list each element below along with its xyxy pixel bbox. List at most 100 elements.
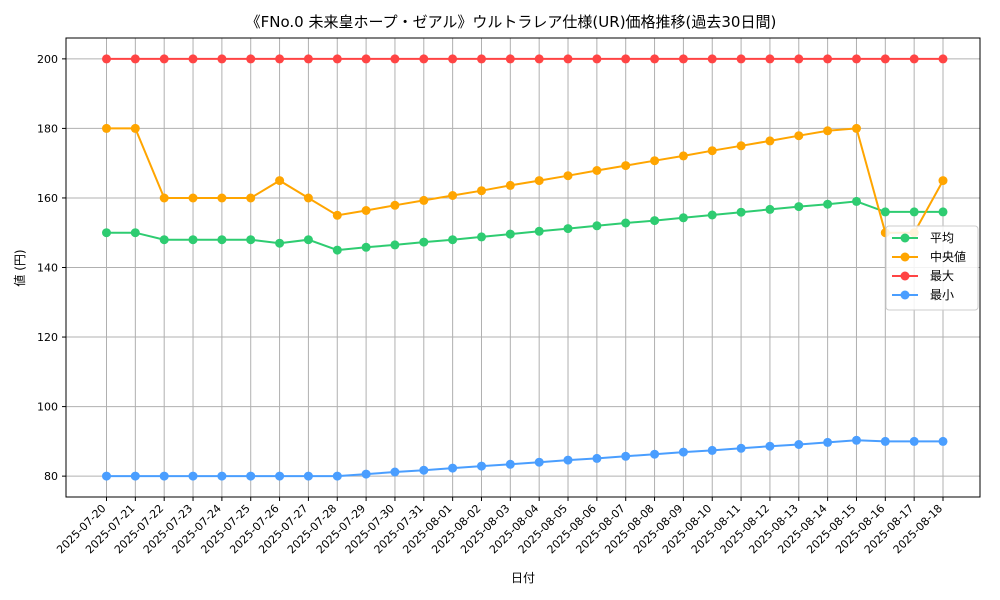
data-point-average (736, 207, 746, 217)
y-axis-label: 値 (円) (12, 249, 27, 286)
data-point-average (275, 238, 285, 248)
data-point-average (678, 213, 688, 223)
data-point-max (678, 54, 688, 64)
data-point-min (621, 451, 631, 461)
data-point-max (275, 54, 285, 64)
data-point-min (592, 453, 602, 463)
data-point-average (246, 235, 256, 245)
data-point-max (650, 54, 660, 64)
data-point-max (909, 54, 919, 64)
data-point-min (419, 465, 429, 475)
data-point-min (563, 455, 573, 465)
y-tick-label: 100 (37, 401, 58, 414)
data-point-max (448, 54, 458, 64)
data-point-min (765, 441, 775, 451)
data-point-max (159, 54, 169, 64)
legend-marker-max (900, 271, 910, 281)
data-point-max (217, 54, 227, 64)
data-point-median (650, 156, 660, 166)
data-point-average (303, 235, 313, 245)
data-point-min (505, 459, 515, 469)
data-point-max (765, 54, 775, 64)
data-point-average (621, 218, 631, 228)
data-point-median (794, 131, 804, 141)
data-point-min (650, 449, 660, 459)
data-point-median (275, 176, 285, 186)
data-point-min (823, 437, 833, 447)
data-point-max (938, 54, 948, 64)
data-point-max (505, 54, 515, 64)
data-point-average (361, 242, 371, 252)
data-point-median (303, 193, 313, 203)
data-point-average (188, 235, 198, 245)
data-point-median (563, 171, 573, 181)
data-point-average (505, 229, 515, 239)
data-point-median (938, 176, 948, 186)
chart-title: 《FNo.0 未来皇ホープ・ゼアル》ウルトラレア仕様(UR)価格推移(過去30日… (246, 13, 777, 31)
data-point-median (765, 136, 775, 146)
data-point-min (188, 471, 198, 481)
data-point-min (909, 436, 919, 446)
x-axis-label: 日付 (511, 571, 535, 585)
y-axis-ticks: 80 100 120 140 160 180 200 (37, 53, 66, 483)
data-point-average (852, 196, 861, 206)
data-point-min (102, 471, 111, 481)
data-point-median (678, 151, 688, 161)
data-point-max (880, 54, 890, 64)
legend-box (885, 225, 979, 311)
data-point-max (419, 54, 429, 64)
data-point-average (909, 207, 919, 217)
data-point-min (477, 461, 486, 471)
data-point-median (621, 161, 631, 171)
legend-marker-min (900, 290, 910, 300)
data-point-min (794, 440, 804, 449)
y-tick-label: 140 (37, 262, 58, 275)
legend-label-median: 中央値 (930, 249, 966, 264)
data-point-median (361, 206, 371, 215)
series-layer (102, 54, 948, 481)
data-point-median (217, 193, 227, 203)
y-tick-label: 160 (37, 192, 58, 205)
data-point-median (130, 123, 140, 133)
legend-label-average: 平均 (930, 231, 954, 245)
series-line-median (106, 127, 944, 234)
data-point-median (188, 193, 198, 203)
data-point-max (563, 54, 573, 64)
data-point-max (477, 54, 486, 64)
data-point-median (592, 166, 602, 175)
data-point-max (794, 54, 804, 64)
data-point-max (823, 54, 833, 64)
data-point-average (332, 245, 342, 255)
data-point-min (938, 436, 948, 446)
data-point-average (563, 224, 573, 234)
data-point-max (592, 54, 602, 64)
series-line-min (106, 439, 943, 478)
data-point-median (448, 191, 458, 200)
data-point-average (938, 207, 948, 217)
data-point-min (678, 447, 688, 457)
data-point-max (303, 54, 313, 64)
data-point-median (246, 193, 256, 203)
data-point-median (852, 123, 861, 133)
data-point-average (130, 228, 140, 238)
legend: 平均 中央値 最大 最小 (885, 225, 979, 311)
data-point-median (477, 186, 486, 196)
data-point-min (390, 467, 400, 477)
data-point-average (823, 199, 833, 209)
data-point-min (707, 445, 717, 455)
data-point-median (102, 123, 111, 133)
data-point-max (246, 54, 256, 64)
data-point-average (102, 228, 111, 238)
y-tick-label: 80 (44, 470, 58, 483)
data-point-min (361, 469, 371, 479)
data-point-min (880, 436, 890, 446)
data-point-min (275, 471, 285, 481)
data-point-median (707, 146, 717, 156)
data-point-average (419, 237, 429, 247)
legend-label-max: 最大 (930, 269, 954, 283)
legend-marker-median (900, 252, 910, 262)
y-tick-label: 200 (37, 53, 58, 66)
data-point-average (534, 226, 544, 236)
data-point-min (736, 443, 746, 453)
y-tick-label: 120 (37, 331, 58, 344)
